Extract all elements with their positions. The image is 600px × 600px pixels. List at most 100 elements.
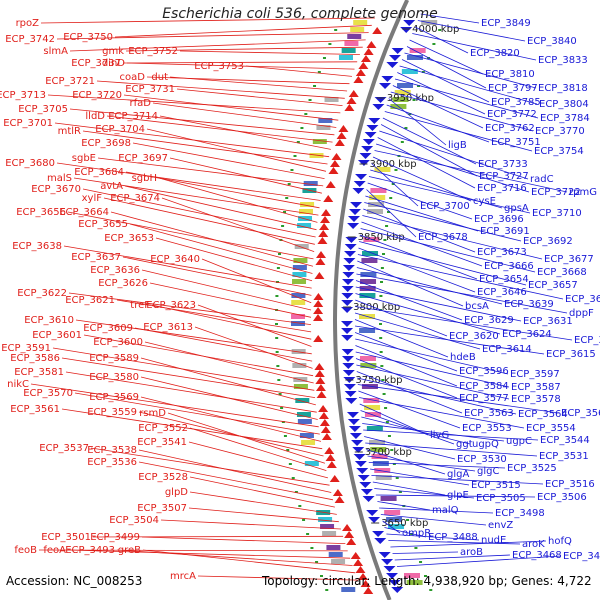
track-tick bbox=[320, 575, 323, 577]
forward-gene-arrow bbox=[363, 587, 374, 594]
leader-line bbox=[140, 396, 322, 442]
reverse-gene-arrow bbox=[345, 398, 358, 404]
leader-line bbox=[141, 536, 346, 544]
track-tick bbox=[280, 407, 284, 409]
track-tick bbox=[290, 169, 294, 171]
track-tick bbox=[424, 575, 427, 577]
leader-line bbox=[358, 390, 461, 429]
reverse-gene-arrow bbox=[341, 335, 354, 341]
reverse-gene-arrow bbox=[353, 181, 366, 187]
leader-line bbox=[365, 195, 479, 232]
track-tick bbox=[278, 253, 282, 255]
right-gene-label: ECP_3553 bbox=[462, 423, 512, 434]
leader-line bbox=[355, 345, 458, 387]
leader-line bbox=[73, 177, 319, 216]
annotation-block bbox=[366, 426, 383, 431]
right-gene-label: ECP_3624 bbox=[502, 329, 552, 340]
leader-line bbox=[375, 143, 530, 193]
annotation-block bbox=[384, 510, 401, 515]
right-gene-label: ECP_3820 bbox=[470, 48, 520, 59]
track-tick bbox=[380, 281, 384, 283]
forward-gene-arrow bbox=[353, 559, 364, 566]
reverse-gene-arrow bbox=[345, 237, 358, 243]
left-gene-label: ECP_3589 bbox=[89, 353, 139, 364]
leader-line bbox=[363, 208, 476, 253]
leader-line bbox=[97, 157, 324, 187]
forward-gene-arrow bbox=[338, 125, 349, 132]
annotation-block bbox=[361, 258, 378, 263]
leader-line bbox=[56, 32, 369, 40]
track-tick bbox=[300, 127, 304, 129]
right-gene-label: ECP_3596 bbox=[459, 366, 509, 377]
reverse-gene-arrow bbox=[368, 118, 381, 124]
track-tick bbox=[288, 463, 292, 465]
right-gene-label: ECP_3727 bbox=[479, 171, 529, 182]
track-tick bbox=[408, 113, 412, 115]
track-tick bbox=[379, 351, 383, 353]
track-tick bbox=[277, 379, 281, 381]
annotation-block bbox=[298, 216, 313, 221]
track-tick bbox=[275, 323, 279, 325]
reverse-gene-arrow bbox=[342, 363, 355, 369]
reverse-gene-arrow bbox=[343, 384, 356, 390]
right-gene-label: ECP_3568 bbox=[561, 408, 600, 419]
track-tick bbox=[404, 127, 408, 129]
right-gene-label: ECP_3666 bbox=[484, 261, 534, 272]
right-gene-label: ECP_3646 bbox=[477, 287, 527, 298]
leader-line bbox=[189, 427, 327, 471]
reverse-gene-arrow bbox=[388, 580, 401, 586]
left-gene-label: ECP_3561 bbox=[10, 404, 60, 415]
annotation-block bbox=[304, 461, 319, 466]
leader-line bbox=[125, 171, 320, 209]
leader-line bbox=[356, 273, 568, 314]
right-gene-label: ECP_3692 bbox=[523, 236, 573, 247]
leader-line bbox=[420, 13, 480, 24]
forward-gene-arrow bbox=[358, 62, 369, 69]
leader-line bbox=[392, 551, 459, 554]
forward-gene-arrow bbox=[331, 153, 342, 160]
track-tick bbox=[380, 365, 384, 367]
annotation-block bbox=[359, 293, 376, 298]
left-gene-label: ECP_3737 bbox=[71, 58, 121, 69]
leader-line bbox=[161, 197, 315, 252]
left-gene-label: ECP_3570 bbox=[23, 388, 73, 399]
right-gene-label: cysE bbox=[473, 196, 496, 207]
leader-line bbox=[358, 397, 525, 429]
forward-gene-arrow bbox=[353, 76, 364, 83]
right-gene-label: ECP_3462 bbox=[563, 551, 600, 562]
leader-line bbox=[379, 130, 529, 180]
track-tick bbox=[379, 295, 383, 297]
annotation-block bbox=[297, 419, 312, 424]
track-tick bbox=[283, 435, 287, 437]
leader-line bbox=[92, 535, 344, 538]
leader-line bbox=[245, 65, 352, 77]
reverse-gene-arrow bbox=[343, 258, 356, 264]
leader-line bbox=[355, 293, 501, 335]
annotation-block bbox=[320, 524, 335, 529]
leader-line bbox=[75, 319, 312, 355]
right-gene-label: ECP_3563 bbox=[464, 408, 514, 419]
forward-gene-arrow bbox=[318, 412, 329, 419]
leader-line bbox=[366, 189, 417, 238]
leader-line bbox=[158, 177, 318, 223]
reverse-gene-arrow bbox=[383, 566, 396, 572]
left-gene-label: ECP_3569 bbox=[89, 392, 139, 403]
right-gene-label: ECP_3785 bbox=[491, 97, 541, 108]
left-gene-label: ECP_3674 bbox=[110, 193, 160, 204]
annotation-block bbox=[301, 440, 316, 445]
leader-line bbox=[169, 76, 348, 92]
forward-gene-arrow bbox=[332, 489, 343, 496]
leader-line bbox=[69, 39, 366, 52]
annotation-block bbox=[370, 447, 387, 452]
left-gene-label: ECP_3640 bbox=[150, 254, 200, 265]
leader-line bbox=[394, 78, 539, 119]
annotation-block bbox=[291, 349, 306, 354]
forward-gene-arrow bbox=[329, 475, 340, 482]
leader-line bbox=[124, 185, 317, 231]
left-gene-label: ECP_3538 bbox=[87, 445, 137, 456]
forward-gene-arrow bbox=[313, 293, 324, 300]
track-tick bbox=[287, 183, 291, 185]
annotation-block bbox=[371, 454, 388, 459]
leader-line bbox=[74, 392, 320, 435]
